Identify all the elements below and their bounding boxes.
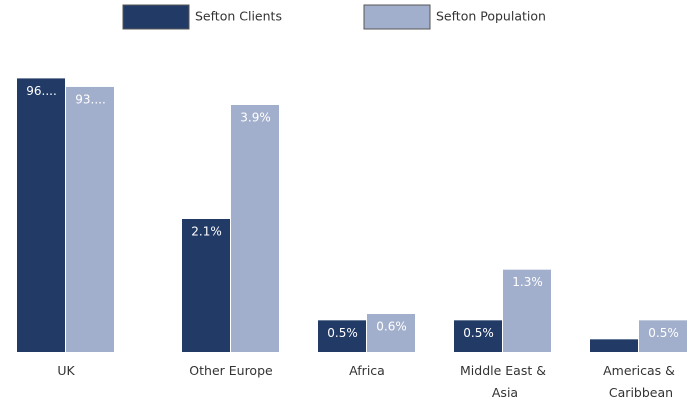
data-label: 0.5% bbox=[327, 326, 358, 340]
bar bbox=[182, 219, 230, 352]
legend-swatch bbox=[122, 4, 190, 30]
bar bbox=[17, 78, 65, 353]
bar bbox=[454, 320, 502, 352]
bar bbox=[503, 269, 551, 352]
legend-label: Sefton Population bbox=[436, 9, 546, 24]
data-label: 1.3% bbox=[512, 275, 543, 289]
bar bbox=[318, 320, 366, 352]
legend-swatch bbox=[363, 4, 431, 30]
bar bbox=[639, 320, 687, 352]
data-label: 93.... bbox=[75, 92, 106, 106]
x-tick-label: UK bbox=[57, 363, 75, 378]
data-label: 3.9% bbox=[240, 111, 271, 125]
data-label: 0.5% bbox=[463, 326, 494, 340]
x-tick-label: Other Europe bbox=[189, 363, 273, 378]
data-label: 2.1% bbox=[191, 225, 222, 239]
bar bbox=[66, 86, 114, 352]
bar bbox=[590, 339, 638, 352]
legend-label: Sefton Clients bbox=[195, 9, 282, 24]
x-tick-label: Africa bbox=[349, 363, 385, 378]
data-label: 0.5% bbox=[648, 326, 679, 340]
data-label: 96.... bbox=[26, 84, 57, 98]
bar bbox=[367, 314, 415, 352]
x-tick-label: Americas & Caribbean bbox=[603, 363, 675, 400]
data-label: 0.6% bbox=[376, 320, 407, 334]
x-tick-label: Middle East & Asia bbox=[460, 363, 546, 400]
bar bbox=[231, 105, 279, 352]
